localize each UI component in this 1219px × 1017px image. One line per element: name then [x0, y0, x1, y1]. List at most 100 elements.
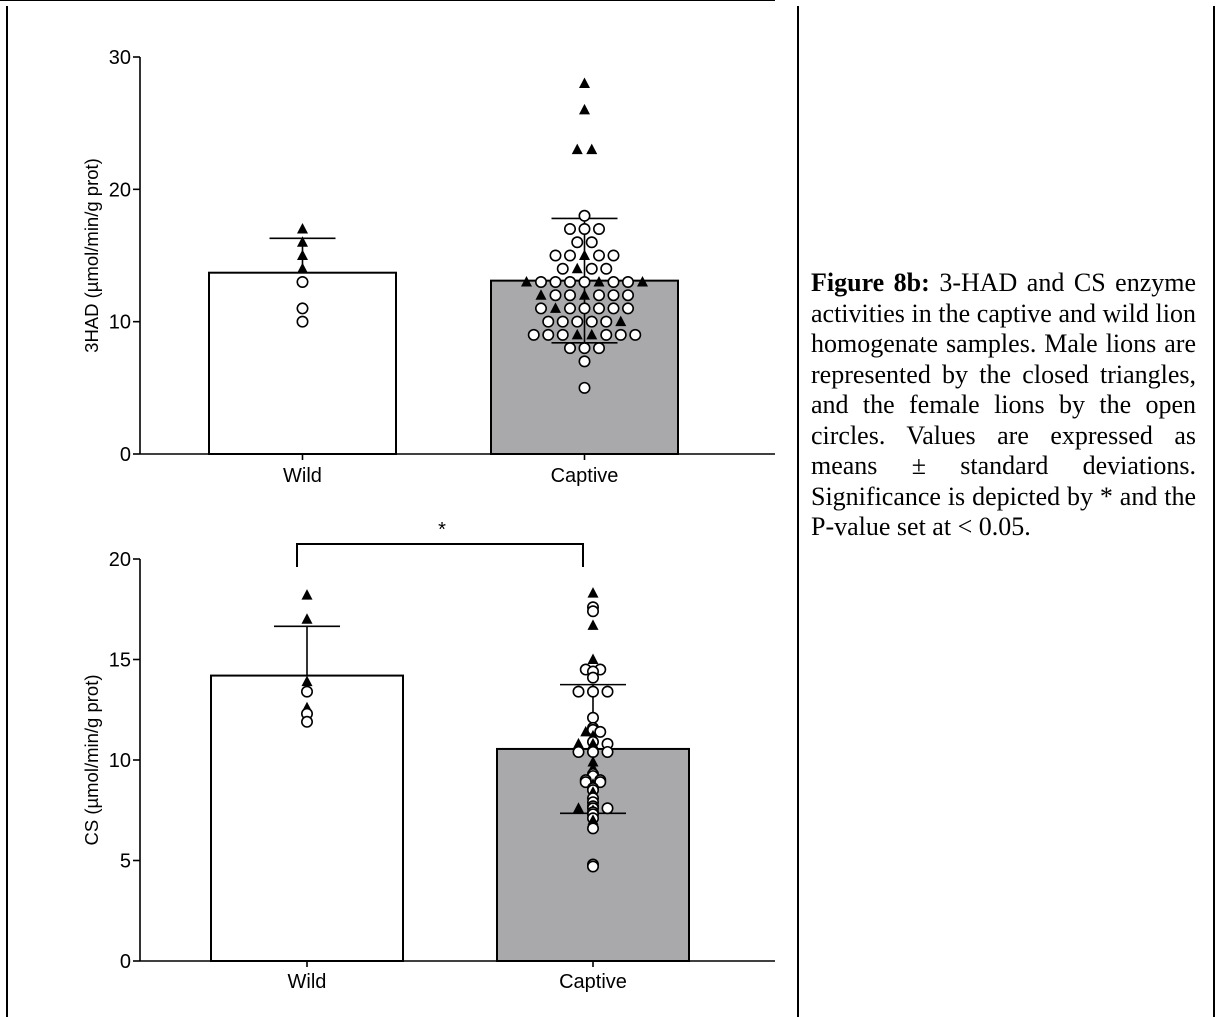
data-point-female — [601, 685, 614, 698]
data-point-male — [579, 77, 590, 88]
data-point-female — [563, 289, 576, 302]
data-point-male — [535, 289, 547, 300]
data-point-male — [297, 236, 308, 247]
y-tick-label: 10 — [109, 750, 131, 772]
data-point-male — [593, 275, 605, 287]
y-tick-label: 0 — [120, 951, 131, 973]
data-point-male — [573, 737, 584, 749]
data-point-male — [571, 143, 583, 155]
significance-bracket — [296, 543, 584, 567]
data-point-male — [579, 289, 590, 300]
data-point-female — [586, 860, 599, 873]
data-point-female — [563, 223, 576, 236]
data-point-female — [621, 302, 634, 315]
data-point-female — [578, 275, 591, 288]
data-point-female — [296, 315, 309, 328]
data-point-female — [585, 262, 598, 275]
y-axis-label: CS (µmol/min/g prot) — [81, 674, 102, 845]
data-point-male — [301, 613, 313, 624]
table-border-right — [1213, 6, 1215, 1017]
data-point-female — [300, 685, 313, 698]
data-point-female — [592, 342, 605, 355]
data-point-female — [556, 262, 569, 275]
data-point-male — [586, 328, 598, 340]
data-point-female — [607, 302, 620, 315]
data-point-female — [614, 328, 627, 341]
y-axis-label: 3HAD (µmol/min/g prot) — [81, 158, 102, 353]
data-point-female — [572, 685, 585, 698]
data-point-female — [585, 315, 598, 328]
data-point-female — [586, 671, 599, 684]
data-point-female — [556, 315, 569, 328]
data-point-male — [587, 756, 599, 767]
data-point-male — [301, 675, 313, 687]
y-tick-label: 20 — [109, 549, 131, 571]
data-point-female — [586, 685, 599, 698]
data-point-female — [578, 209, 591, 222]
data-point-female — [586, 711, 599, 724]
data-point-female — [296, 275, 309, 288]
data-point-female — [585, 236, 598, 249]
data-point-male — [297, 223, 308, 234]
figure-caption: Figure 8b: 3-HAD and CS enzyme activitie… — [811, 268, 1196, 543]
data-point-female — [572, 745, 585, 758]
data-point-female — [586, 745, 599, 758]
data-point-female — [534, 275, 547, 288]
data-point-female — [563, 302, 576, 315]
data-point-female — [586, 822, 599, 835]
data-point-male — [573, 802, 584, 813]
y-tick-label: 0 — [120, 444, 131, 466]
data-point-female — [556, 328, 569, 341]
data-point-female — [571, 315, 584, 328]
y-tick-label: 20 — [109, 179, 131, 201]
x-tick-label-captive: Captive — [551, 465, 619, 487]
y-tick-label: 10 — [109, 312, 131, 334]
data-point-male — [297, 249, 308, 260]
data-point-female — [601, 745, 614, 758]
data-point-male — [586, 143, 598, 155]
data-point-female — [296, 302, 309, 315]
data-point-male — [571, 262, 583, 274]
data-point-female — [563, 249, 576, 262]
data-point-male — [297, 262, 308, 274]
data-point-male — [521, 275, 532, 287]
data-point-female — [578, 302, 591, 315]
data-point-female — [563, 342, 576, 355]
x-tick-label-captive: Captive — [559, 971, 627, 993]
data-point-female — [578, 381, 591, 394]
y-tick-label: 15 — [109, 650, 131, 672]
chart-panel-1: 0 10 20 30 Wild Captive 3HAD (µmol/min/g prot) — [81, 47, 775, 487]
data-point-male — [550, 302, 561, 313]
data-point-female — [571, 236, 584, 249]
caption-label: Figure 8b: — [811, 268, 930, 297]
data-point-female — [542, 315, 555, 328]
bar-wild — [208, 271, 397, 455]
data-point-female — [527, 328, 540, 341]
data-point-female — [594, 725, 607, 738]
data-point-female — [592, 302, 605, 315]
figure-charts: 0 10 20 30 Wild Captive 3HAD (µmol/min/g prot)… — [81, 47, 775, 993]
data-point-male — [579, 249, 590, 260]
significance-marker: * — [438, 519, 446, 541]
data-point-female — [600, 315, 613, 328]
chart-panel-2: 0 5 10 15 20 Wild Captive CS (µmol/min/g prot) * — [81, 519, 775, 993]
y-tick-label: 30 — [109, 47, 131, 69]
data-point-female — [578, 223, 591, 236]
data-point-male — [637, 275, 648, 287]
data-point-female — [607, 249, 620, 262]
table-border-divider — [797, 6, 799, 1017]
data-point-female — [542, 328, 555, 341]
data-point-female — [607, 275, 620, 288]
data-point-female — [592, 289, 605, 302]
data-point-male — [587, 619, 599, 630]
data-point-female — [592, 223, 605, 236]
data-point-female — [592, 249, 605, 262]
data-point-female — [621, 289, 634, 302]
data-point-female — [600, 328, 613, 341]
data-point-female — [578, 342, 591, 355]
table-border-top — [0, 0, 775, 1]
table-border-left — [6, 6, 8, 1017]
y-tick-label: 5 — [120, 851, 131, 873]
data-point-male — [580, 725, 592, 737]
data-point-male — [587, 653, 599, 664]
